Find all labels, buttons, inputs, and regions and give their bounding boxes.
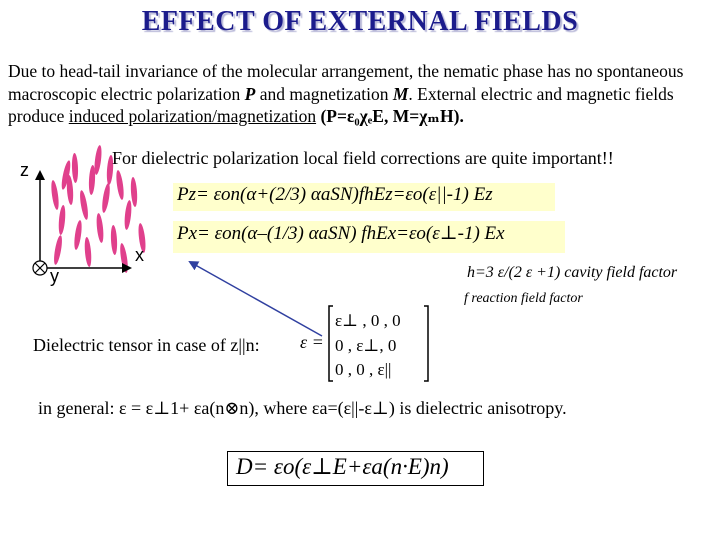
director-pointer-arrow <box>188 261 323 337</box>
molecule-rod <box>110 225 118 255</box>
molecule-rod <box>130 177 138 207</box>
intro-underlined: induced polarization/magnetization <box>68 106 317 126</box>
matrix-left-bracket <box>328 305 333 382</box>
pz-equation: Pz= εon(α+(2/3) αaSN)fhEz=εo(ε||-1) Ez <box>173 183 555 211</box>
molecule-rod <box>58 205 66 235</box>
x-axis-label: x <box>135 245 144 265</box>
molecule-rod <box>96 213 104 243</box>
molecule-rod <box>116 170 124 200</box>
px-equation: Px= εon(α–(1/3) αaSN) fhEx=εo(ε⊥-1) Ex <box>173 221 565 253</box>
molecule-rod <box>94 145 102 175</box>
general-tensor-text: in general: ε = ε⊥1+ εa(n⊗n), where εa=(… <box>38 398 567 418</box>
cavity-field-factor: h=3 ε/(2 ε +1) cavity field factor <box>467 264 678 281</box>
matrix-row-3: 0 , 0 , ε|| <box>335 360 392 379</box>
molecule-rod <box>138 223 146 253</box>
y-axis-icon <box>32 260 48 276</box>
y-axis-label: y <box>50 266 59 286</box>
dielectric-tensor-label: Dielectric tensor in case of z||n: <box>33 335 260 355</box>
molecule-rod <box>102 183 110 213</box>
matrix-row-2: 0 , ε⊥, 0 <box>335 336 397 355</box>
molecule-rod <box>124 200 132 230</box>
intro-text-1: Due to head-tail invariance of the molec… <box>8 61 684 104</box>
tensor-epsilon: ε = <box>300 332 324 352</box>
displacement-equation: D= εo(ε⊥E+εa(n·E)n) <box>227 451 484 486</box>
intro-M: M <box>392 83 409 104</box>
z-axis-label: z <box>20 160 29 180</box>
molecule-rod <box>106 155 114 185</box>
reaction-field-factor: f reaction field factor <box>464 291 583 306</box>
intro-P: P <box>244 83 256 104</box>
molecule-rod <box>80 190 88 220</box>
page-title: EFFECT OF EXTERNAL FIELDS <box>141 6 579 37</box>
molecule-rod <box>71 153 79 183</box>
matrix-row-1: ε⊥ , 0 , 0 <box>335 311 401 330</box>
intro-text-3: . External electric and magnetic fields … <box>8 83 674 127</box>
molecule-rod <box>74 220 82 250</box>
intro-text-4: (P=ε₀χₑE, M=χₘH). <box>316 106 464 126</box>
local-field-note: For dielectric polarization local field … <box>112 148 614 168</box>
molecule-rod <box>84 237 92 267</box>
intro-text-2: and magnetization <box>255 83 393 104</box>
molecule-rod <box>66 175 74 205</box>
matrix-right-bracket <box>424 305 429 382</box>
intro-paragraph: Due to head-tail invariance of the molec… <box>8 60 714 128</box>
molecule-rod <box>54 235 62 265</box>
molecule-group <box>51 145 146 273</box>
molecule-rod <box>51 180 59 210</box>
molecule-rod <box>88 165 96 195</box>
molecule-rod <box>61 160 71 190</box>
